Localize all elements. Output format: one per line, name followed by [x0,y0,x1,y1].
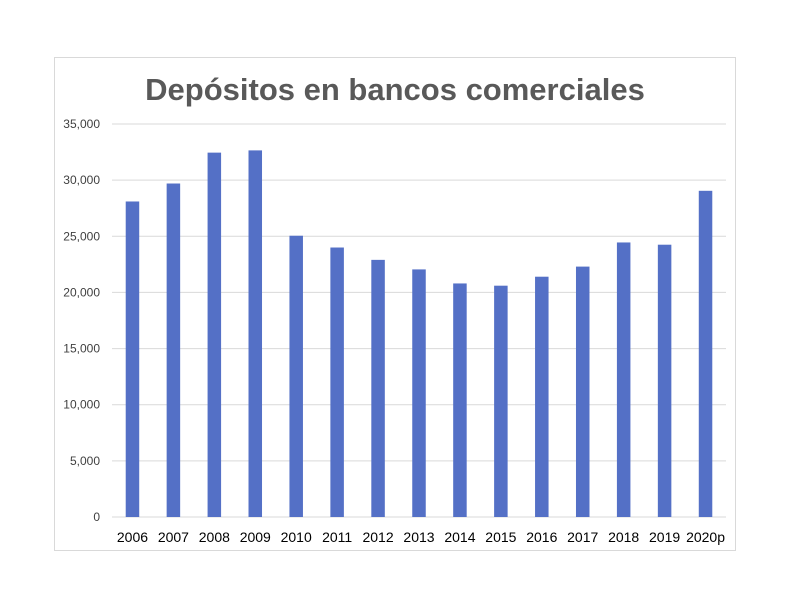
x-tick-label: 2006 [117,529,148,545]
y-tick-label: 0 [93,510,100,524]
bar-2017 [575,266,590,517]
bar-2010 [289,235,303,517]
x-tick-label: 2016 [526,529,557,545]
x-tick-label: 2018 [608,529,639,545]
x-tick-label: 2009 [240,529,271,545]
bar-2006 [125,201,140,517]
bar-2018 [616,242,631,517]
bar-2008 [207,152,222,517]
bar-2007 [166,183,181,518]
bar-2013 [412,269,426,517]
x-tick-label: 2015 [485,529,516,545]
bar-2019 [657,244,672,517]
y-tick-label: 25,000 [63,229,100,243]
y-tick-label: 5,000 [70,454,100,468]
x-tick-label: 2008 [199,529,230,545]
x-tick-label: 2019 [649,529,680,545]
y-axis-ticks: 0 5,000 10,000 15,000 20,000 25,000 30,000 35,0… [63,117,100,524]
y-tick-label: 15,000 [63,342,100,356]
bar-2014 [453,283,467,517]
bars [125,150,713,518]
x-tick-label: 2013 [403,529,434,545]
chart-title: Depósitos en bancos comerciales [145,72,645,107]
bar-2012 [371,259,385,517]
bar-2016 [535,276,549,517]
y-tick-label: 30,000 [63,173,100,187]
x-tick-label: 2010 [281,529,312,545]
x-tick-label: 2012 [362,529,393,545]
y-tick-label: 20,000 [63,285,100,299]
bar-2015 [494,285,508,517]
x-axis-labels: 2006 2007 2008 2009 2010 2011 2012 2013 2014 2015… [117,529,725,545]
x-tick-label: 2017 [567,529,598,545]
y-tick-label: 35,000 [63,117,100,131]
bar-2011 [330,247,344,517]
bar-2020p [698,190,713,517]
y-tick-label: 10,000 [63,398,100,412]
x-tick-label: 2007 [158,529,189,545]
x-tick-label: 2011 [322,529,352,545]
x-tick-label: 2020p [686,529,725,545]
x-tick-label: 2014 [444,529,475,545]
bar-2009 [248,150,263,517]
